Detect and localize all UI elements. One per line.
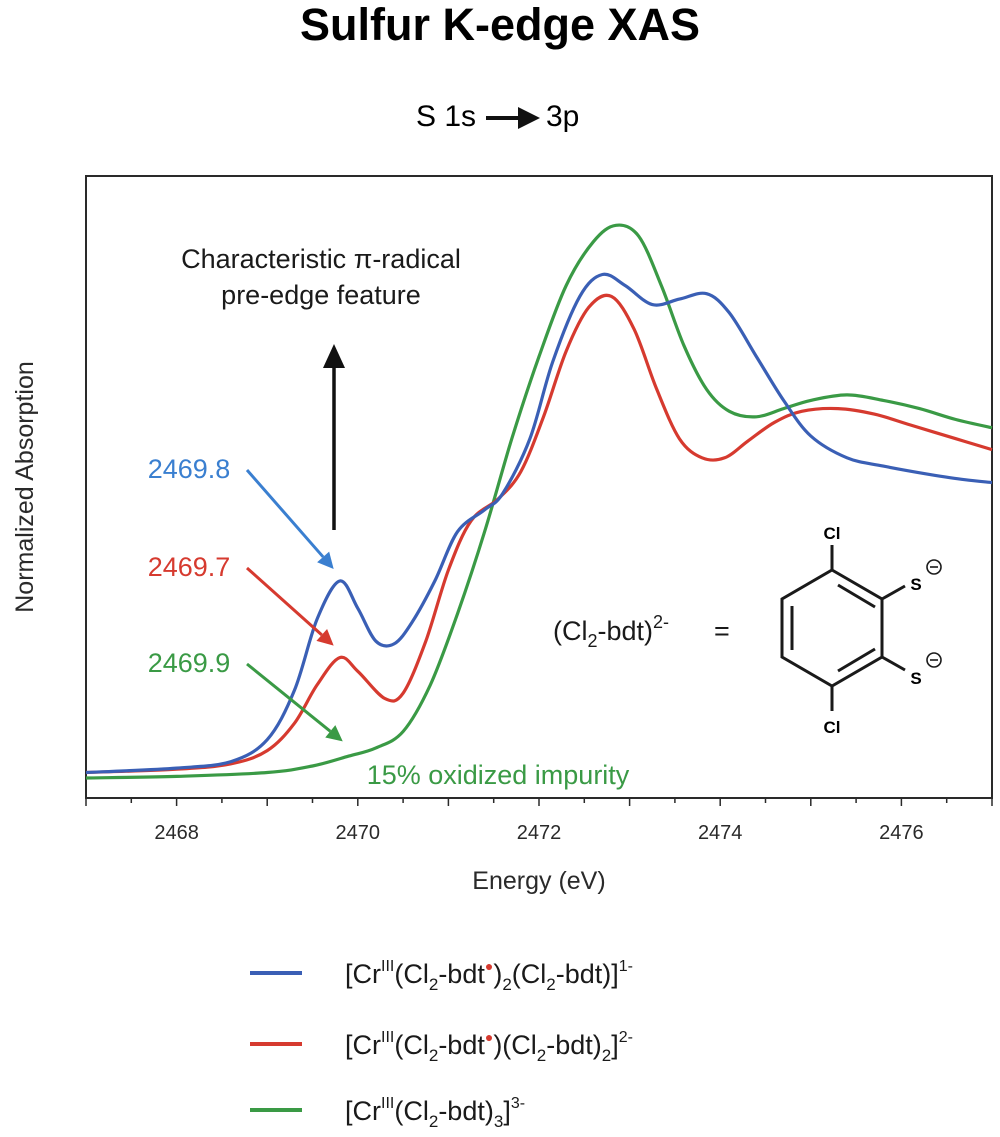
legend-entry: [CrIII(Cl2-bdt)3]3- bbox=[345, 1095, 525, 1131]
feature-label-line1: Characteristic π-radical bbox=[181, 244, 461, 274]
peak-arrow bbox=[245, 469, 325, 558]
ligand-structure bbox=[780, 545, 906, 711]
series-line-3 bbox=[85, 223, 993, 780]
peak-label: 2469.8 bbox=[148, 454, 231, 484]
peak-label: 2469.7 bbox=[148, 552, 231, 582]
series-line-1 bbox=[85, 272, 993, 775]
peak-arrow bbox=[245, 566, 323, 637]
y-axis-label: Normalized Absorption bbox=[11, 361, 39, 613]
feature-label-line2: pre-edge feature bbox=[221, 280, 421, 310]
peak-arrow-head-icon bbox=[316, 628, 334, 646]
legend: [CrIII(Cl2-bdt●)2(Cl2-bdt)]1- [CrIII(Cl2-… bbox=[250, 958, 633, 1131]
x-axis-label: Energy (eV) bbox=[472, 867, 605, 895]
x-tick-label: 2472 bbox=[517, 822, 562, 844]
chlorine-bottom: Cl bbox=[824, 718, 841, 737]
peak-arrow bbox=[246, 662, 332, 733]
peak-label: 2469.9 bbox=[148, 648, 231, 678]
chlorine-top: Cl bbox=[824, 524, 841, 543]
ligand-formula: (Cl2-bdt)2- bbox=[553, 612, 669, 651]
series-group bbox=[85, 223, 993, 780]
negative-charge-icon bbox=[926, 559, 942, 668]
series-line-2 bbox=[85, 293, 993, 775]
legend-entry: [CrIII(Cl2-bdt●)(Cl2-bdt)2]2- bbox=[345, 1029, 633, 1065]
x-tick-label: 2468 bbox=[154, 822, 199, 844]
sulfur-bottom: S bbox=[910, 669, 921, 688]
feature-arrow-icon bbox=[323, 344, 345, 530]
x-tick-label: 2474 bbox=[698, 822, 743, 844]
peak-arrow-head-icon bbox=[317, 551, 334, 569]
chart-subtitle: S 1s 3p bbox=[416, 100, 579, 133]
subtitle-initial: S 1s bbox=[416, 100, 476, 133]
peak-labels: 2469.8 2469.7 2469.9 bbox=[148, 454, 343, 742]
x-tick-label: 2470 bbox=[336, 822, 381, 844]
impurity-label: 15% oxidized impurity bbox=[367, 760, 630, 790]
peak-arrow-head-icon bbox=[325, 725, 343, 742]
legend-entry: [CrIII(Cl2-bdt●)2(Cl2-bdt)]1- bbox=[345, 958, 633, 994]
ligand-equals: = bbox=[714, 616, 730, 646]
x-axis: 2468 2470 2472 2474 2476 bbox=[85, 798, 993, 844]
sulfur-top: S bbox=[910, 575, 921, 594]
x-tick-label: 2476 bbox=[879, 822, 924, 844]
chart-title: Sulfur K-edge XAS bbox=[300, 0, 700, 50]
subtitle-final: 3p bbox=[546, 100, 579, 133]
